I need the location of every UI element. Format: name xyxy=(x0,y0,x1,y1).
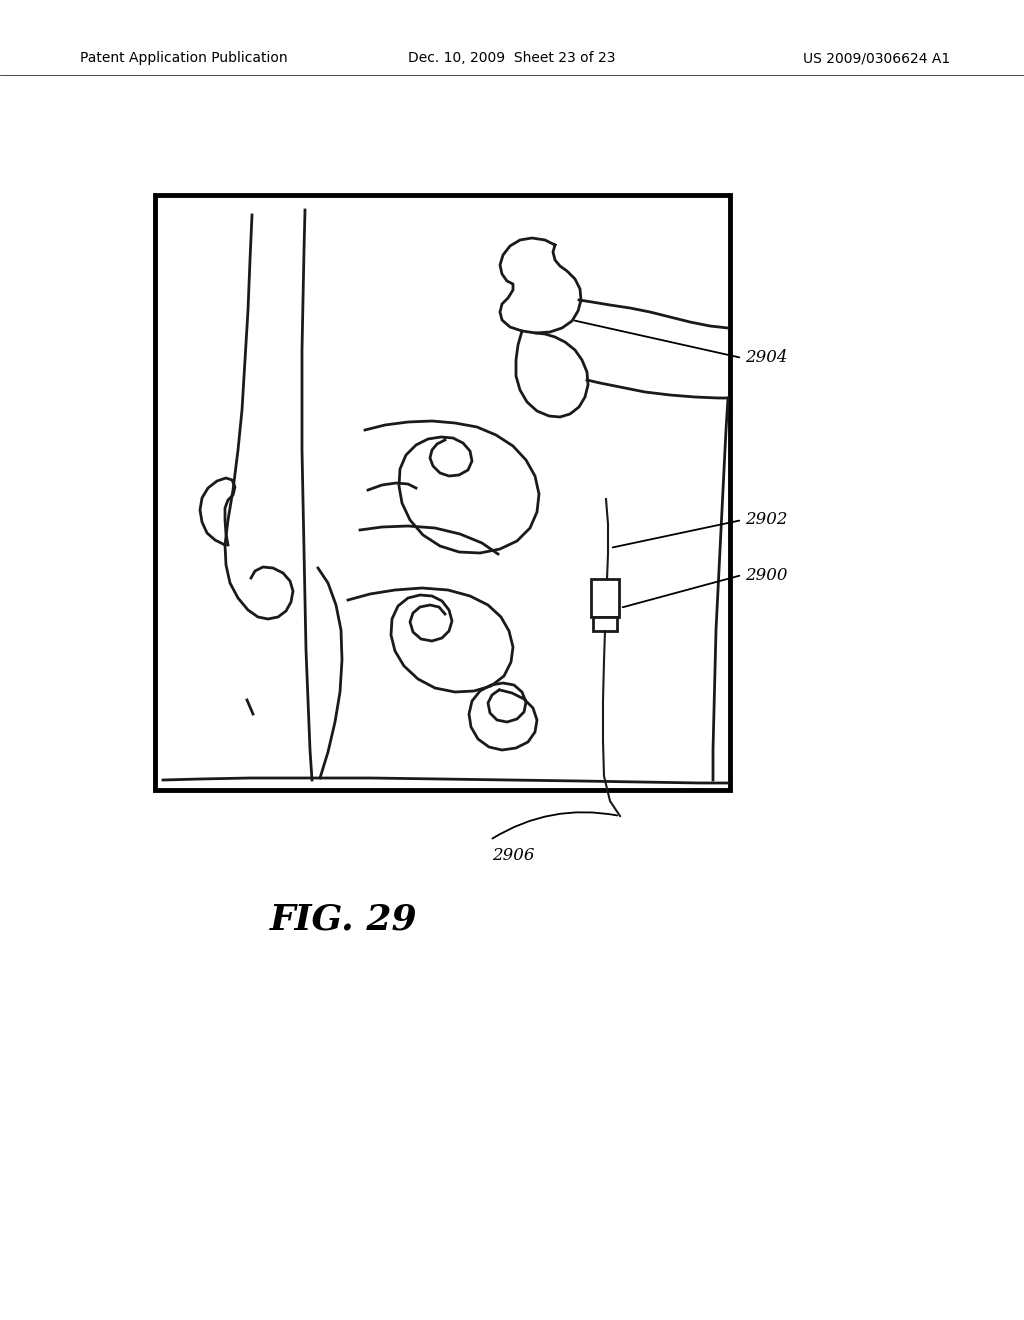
Text: Dec. 10, 2009  Sheet 23 of 23: Dec. 10, 2009 Sheet 23 of 23 xyxy=(409,51,615,65)
Bar xyxy=(591,579,618,616)
Text: 2904: 2904 xyxy=(745,350,787,367)
Bar xyxy=(155,195,730,789)
Bar xyxy=(593,616,617,631)
Text: 2906: 2906 xyxy=(492,846,535,863)
Text: FIG. 29: FIG. 29 xyxy=(270,903,418,937)
Text: 2902: 2902 xyxy=(745,511,787,528)
Text: US 2009/0306624 A1: US 2009/0306624 A1 xyxy=(803,51,950,65)
Text: Patent Application Publication: Patent Application Publication xyxy=(80,51,288,65)
Text: 2900: 2900 xyxy=(745,566,787,583)
